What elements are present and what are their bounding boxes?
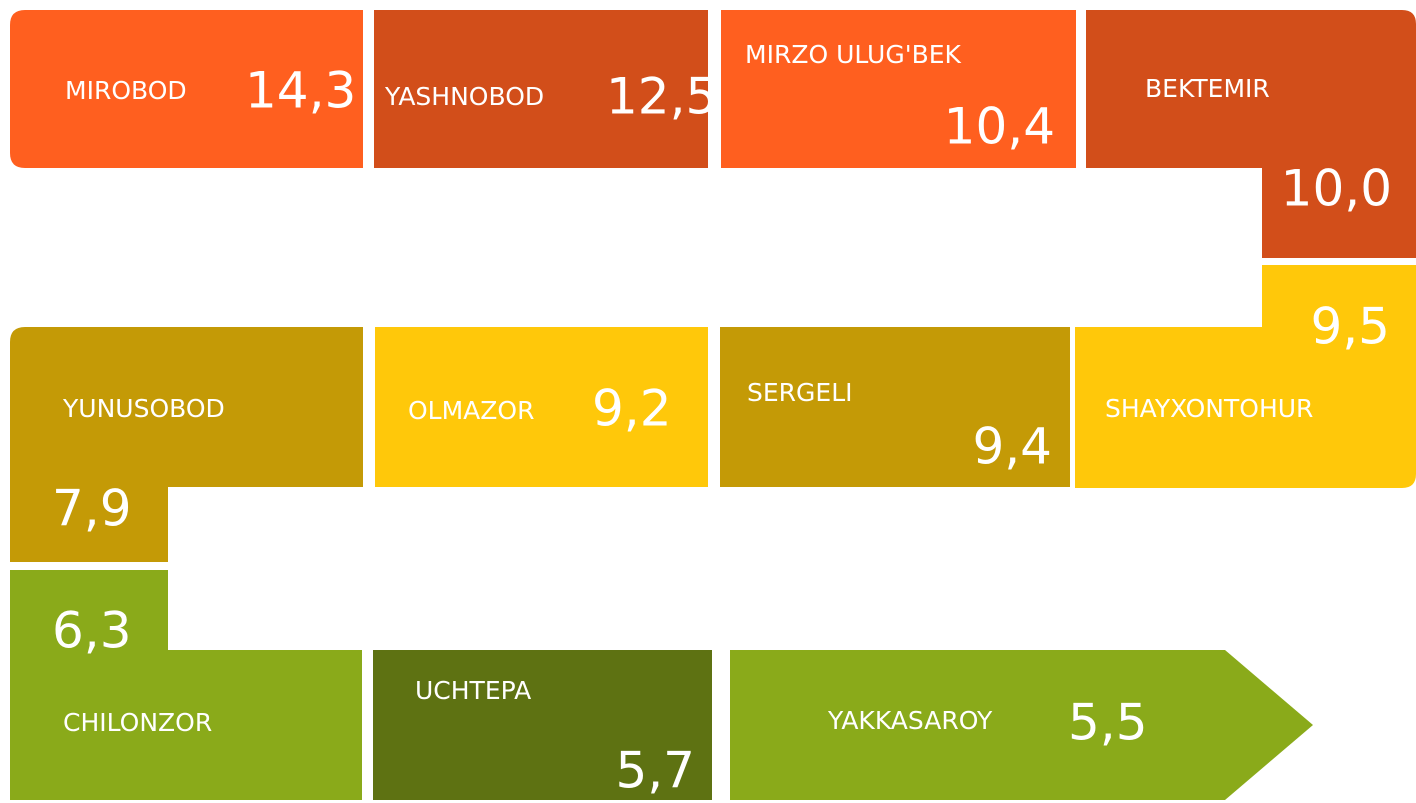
tile (10, 327, 363, 562)
tile-label: YUNUSOBOD (62, 394, 225, 423)
tile-label: UCHTEPA (415, 676, 531, 705)
tile (375, 327, 708, 487)
tile (1075, 265, 1416, 488)
tile-value: 9,4 (972, 418, 1052, 476)
tile (1086, 10, 1416, 258)
tile-value: 7,9 (52, 480, 132, 538)
tile-label: YAKKASAROY (827, 706, 993, 735)
tile (10, 570, 362, 800)
tile-value: 10,0 (1281, 160, 1392, 218)
tile-label: MIROBOD (65, 76, 187, 105)
tile-value: 12,5 (606, 68, 717, 126)
tile (374, 10, 708, 168)
tile-label: BEKTEMIR (1145, 74, 1270, 103)
tile (373, 650, 712, 800)
tile-label: SHAYXONTOHUR (1105, 394, 1313, 423)
tile-value: 10,4 (944, 98, 1055, 156)
tile-arrow (730, 650, 1313, 800)
tile-value: 5,7 (615, 742, 695, 800)
tile-value: 14,3 (245, 62, 356, 120)
tile-label: YASHNOBOD (384, 82, 544, 111)
tile-label: CHILONZOR (63, 708, 212, 737)
tile-value: 9,2 (592, 380, 672, 438)
tile-value: 6,3 (52, 602, 132, 660)
tile (721, 10, 1076, 168)
tile (10, 10, 363, 168)
tile-label: SERGELI (747, 378, 853, 407)
tile-value: 9,5 (1310, 298, 1390, 356)
tile-label: MIRZO ULUG'BEK (745, 40, 962, 69)
tile-value: 5,5 (1068, 694, 1148, 752)
tile-label: OLMAZOR (408, 396, 534, 425)
tile (720, 327, 1070, 487)
